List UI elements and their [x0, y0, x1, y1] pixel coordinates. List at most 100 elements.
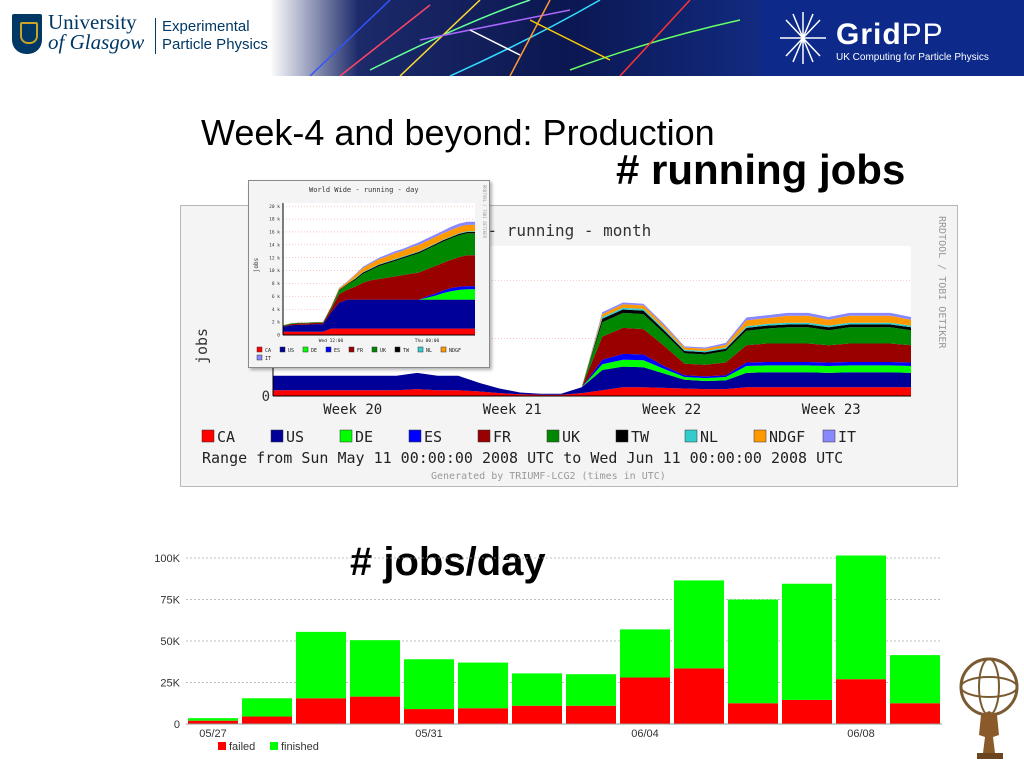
bar-finished	[458, 662, 508, 709]
legend-swatch-failed	[218, 742, 226, 750]
y-tick-label: 4 k	[272, 307, 280, 313]
legend-swatch-uk	[371, 346, 378, 353]
bar-finished	[350, 640, 400, 697]
legend-swatch-us	[279, 346, 286, 353]
gridpp-name-bold: Grid	[836, 18, 902, 51]
university-name-line2: of Glasgow	[48, 30, 145, 54]
university-crest-icon	[12, 14, 42, 54]
department-name: Experimental Particle Physics	[162, 18, 268, 54]
legend-swatch-es	[408, 429, 422, 443]
legend-label-fr: FR	[357, 348, 364, 354]
bar-failed	[890, 703, 940, 724]
bar-failed	[242, 716, 292, 724]
legend-label-ndgf: NDGF	[449, 348, 461, 354]
x-tick-label: Week 20	[323, 402, 382, 418]
gridpp-subtitle: UK Computing for Particle Physics	[836, 52, 989, 63]
bar-finished	[674, 580, 724, 669]
legend-label-finished: finished	[281, 741, 319, 753]
series-area-ca	[273, 387, 911, 396]
legend-label-es: ES	[334, 348, 340, 354]
x-tick-label: Week 21	[483, 402, 542, 418]
legend-label-es: ES	[424, 428, 442, 446]
legend-label-tw: TW	[403, 348, 410, 354]
legend-swatch-nl	[417, 346, 424, 353]
legend-label-de: DE	[355, 428, 373, 446]
legend-label-failed: failed	[229, 741, 255, 753]
y-tick-label: 18 k	[269, 217, 280, 223]
bar-failed	[674, 668, 724, 724]
x-tick-label: Thu 00:00	[415, 338, 440, 344]
legend-label-tw: TW	[631, 428, 650, 446]
running-jobs-month-svg: ide - running - month RRDTOOL / TOBI OET…	[193, 216, 947, 482]
x-tick-label: Week 23	[802, 402, 861, 418]
bar-finished	[890, 655, 940, 704]
bar-failed	[620, 677, 670, 724]
gridpp-star-icon	[780, 12, 826, 64]
bar-finished	[296, 631, 346, 699]
department-line1: Experimental	[162, 18, 250, 35]
y-tick-label: 75K	[160, 595, 180, 607]
y-tick-label: 8 k	[272, 281, 280, 287]
legend-label-nl: NL	[700, 428, 718, 446]
y-tick-label: 16 k	[269, 230, 280, 236]
legend-label-it: IT	[265, 356, 271, 362]
series-area-de	[273, 359, 911, 394]
x-tick-label: 05/27	[199, 728, 227, 740]
bar-failed	[404, 709, 454, 724]
y-tick-label: 14 k	[269, 242, 280, 248]
legend-label-it: IT	[838, 428, 856, 446]
legend-swatch-ca	[256, 346, 263, 353]
legend-label-fr: FR	[493, 428, 512, 446]
gridpp-name: GridPP	[836, 18, 944, 52]
legend-label-ca: CA	[265, 348, 271, 354]
month-chart-title: ide - running - month	[449, 221, 651, 240]
x-tick-label: Wed 12:00	[319, 338, 344, 344]
bar-finished	[404, 659, 454, 710]
university-logo: University of Glasgow Experimental Parti…	[12, 12, 272, 64]
month-chart-ylabel: jobs	[193, 328, 211, 364]
series-area-es	[283, 286, 475, 327]
x-tick-label: Week 22	[642, 402, 701, 418]
legend-swatch-fr	[477, 429, 491, 443]
series-area-fr	[273, 327, 911, 394]
running-jobs-day-chart: World Wide - running - day RRDTOOL / TOB…	[248, 180, 490, 368]
day-chart-title: World Wide - running - day	[309, 186, 419, 194]
legend-label-ca: CA	[217, 428, 235, 446]
series-area-us	[283, 299, 475, 332]
y-tick-label: 0	[262, 389, 270, 405]
header-banner: University of Glasgow Experimental Parti…	[0, 0, 1024, 76]
day-chart-ylabel: jobs	[253, 257, 260, 272]
legend-swatch-ndgf	[753, 429, 767, 443]
legend-swatch-de	[339, 429, 353, 443]
particle-event-image	[270, 0, 760, 76]
bar-failed	[188, 720, 238, 724]
running-jobs-heading: # running jobs	[616, 146, 906, 193]
jobs-per-day-svg: 0 25K 50K 75K 100K 05/27 05/31 06/04 06/08 faile…	[154, 553, 942, 753]
legend-swatch-it	[256, 354, 263, 361]
bar-finished	[836, 555, 886, 680]
y-tick-label: 12 k	[269, 255, 280, 261]
x-tick-label: 06/04	[631, 728, 659, 740]
bar-failed	[728, 703, 778, 724]
y-tick-label: 0	[174, 719, 180, 731]
bar-failed	[836, 679, 886, 724]
bar-finished	[188, 718, 238, 721]
series-area-ca	[283, 328, 475, 335]
bar-failed	[782, 699, 832, 724]
atlas-figure-icon	[959, 657, 1019, 759]
y-tick-label: 20 k	[269, 204, 280, 210]
legend-label-nl: NL	[426, 348, 432, 354]
y-tick-label: 100K	[154, 553, 180, 565]
y-tick-label: 0	[277, 333, 280, 339]
legend-swatch-nl	[684, 429, 698, 443]
legend-swatch-tw	[394, 346, 401, 353]
bar-finished	[566, 674, 616, 706]
legend-label-uk: UK	[562, 428, 580, 446]
legend-label-de: DE	[311, 348, 317, 354]
x-tick-label: 05/31	[415, 728, 443, 740]
logo-divider	[155, 18, 156, 54]
legend-swatch-de	[302, 346, 309, 353]
gridpp-name-light: PP	[901, 18, 944, 51]
day-chart-side-label: RRDTOOL / TOBI OETIKER	[482, 185, 487, 239]
month-chart-side-label: RRDTOOL / TOBI OETIKER	[936, 216, 947, 349]
